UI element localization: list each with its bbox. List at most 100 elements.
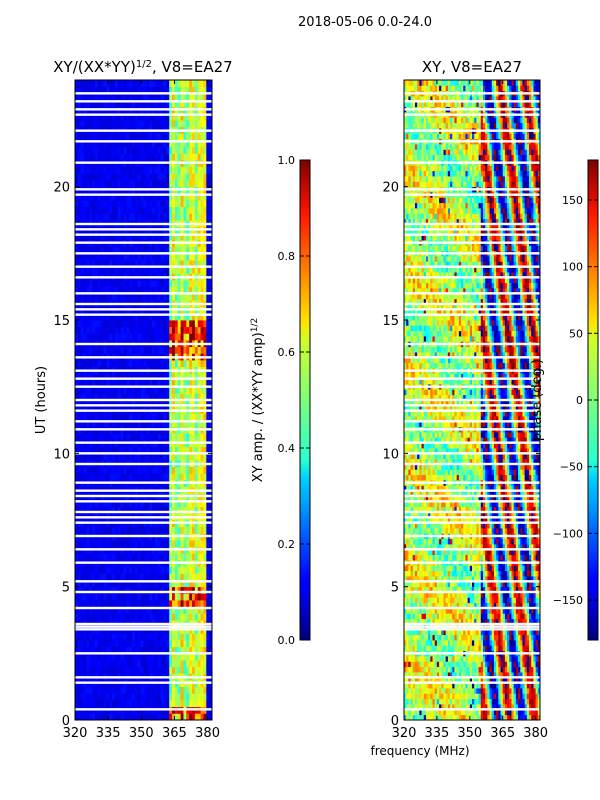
amplitude-cell bbox=[132, 540, 135, 547]
amplitude-cell bbox=[86, 333, 89, 340]
amplitude-cell bbox=[124, 713, 127, 720]
amplitude-cell bbox=[183, 147, 186, 154]
amplitude-cell bbox=[181, 347, 184, 354]
amplitude-cell bbox=[192, 593, 195, 600]
amplitude-cell bbox=[141, 600, 144, 607]
amplitude-cell bbox=[81, 167, 84, 174]
amplitude-colorbar-tick-label: 0.6 bbox=[278, 346, 296, 359]
amplitude-cell bbox=[169, 147, 172, 154]
amplitude-cell bbox=[166, 613, 169, 620]
amplitude-cell bbox=[135, 200, 138, 207]
amplitude-cell bbox=[138, 540, 141, 547]
amplitude-cell bbox=[135, 527, 138, 534]
amplitude-cell bbox=[112, 360, 115, 367]
amplitude-cell bbox=[203, 713, 206, 720]
amplitude-cell bbox=[95, 120, 98, 127]
amplitude-cell bbox=[206, 633, 209, 640]
amplitude-cell bbox=[178, 633, 181, 640]
amplitude-cell bbox=[92, 360, 95, 367]
amplitude-cell bbox=[161, 600, 164, 607]
amplitude-cell bbox=[155, 180, 158, 187]
amplitude-cell bbox=[203, 553, 206, 560]
amplitude-cell bbox=[132, 120, 135, 127]
amplitude-cell bbox=[146, 167, 149, 174]
amplitude-cell bbox=[109, 333, 112, 340]
amplitude-cell bbox=[201, 320, 204, 327]
amplitude-cell bbox=[135, 553, 138, 560]
amplitude-cell bbox=[115, 167, 118, 174]
amplitude-cell bbox=[175, 660, 178, 667]
amplitude-cell bbox=[104, 713, 107, 720]
amplitude-cell bbox=[183, 693, 186, 700]
amplitude-cell bbox=[192, 213, 195, 220]
amplitude-cell bbox=[101, 413, 104, 420]
amplitude-cell bbox=[81, 207, 84, 214]
amplitude-cell bbox=[132, 713, 135, 720]
amplitude-cell bbox=[169, 640, 172, 647]
amplitude-cell bbox=[183, 213, 186, 220]
amplitude-cell bbox=[186, 700, 189, 707]
amplitude-cell bbox=[95, 713, 98, 720]
amplitude-cell bbox=[126, 660, 129, 667]
amplitude-cell bbox=[166, 527, 169, 534]
amplitude-cell bbox=[92, 660, 95, 667]
amplitude-cell bbox=[206, 600, 209, 607]
amplitude-cell bbox=[152, 567, 155, 574]
amplitude-cell bbox=[169, 693, 172, 700]
amplitude-cell bbox=[175, 473, 178, 480]
amplitude-cell bbox=[115, 540, 118, 547]
amplitude-cell bbox=[149, 133, 152, 140]
amplitude-cell bbox=[189, 613, 192, 620]
amplitude-cell bbox=[141, 147, 144, 154]
amplitude-cell bbox=[138, 207, 141, 214]
amplitude-cell bbox=[101, 180, 104, 187]
amplitude-cell bbox=[163, 540, 166, 547]
amplitude-cell bbox=[106, 167, 109, 174]
amplitude-cell bbox=[203, 200, 206, 207]
amplitude-cell bbox=[92, 693, 95, 700]
amplitude-cell bbox=[78, 413, 81, 420]
amplitude-cell bbox=[135, 133, 138, 140]
amplitude-flag-line bbox=[75, 481, 212, 483]
amplitude-cell bbox=[146, 347, 149, 354]
amplitude-cell bbox=[201, 200, 204, 207]
amplitude-cell bbox=[138, 553, 141, 560]
amplitude-cell bbox=[129, 133, 132, 140]
amplitude-cell bbox=[192, 467, 195, 474]
amplitude-cell bbox=[109, 213, 112, 220]
amplitude-cell bbox=[155, 467, 158, 474]
amplitude-cell bbox=[152, 360, 155, 367]
amplitude-cell bbox=[132, 173, 135, 180]
amplitude-cell bbox=[175, 693, 178, 700]
amplitude-cell bbox=[183, 667, 186, 674]
amplitude-cell bbox=[201, 567, 204, 574]
amplitude-cell bbox=[149, 700, 152, 707]
amplitude-cell bbox=[152, 433, 155, 440]
amplitude-cell bbox=[138, 573, 141, 580]
amplitude-cell bbox=[86, 573, 89, 580]
amplitude-cell bbox=[203, 153, 206, 160]
amplitude-cell bbox=[178, 120, 181, 127]
amplitude-cell bbox=[124, 433, 127, 440]
amplitude-cell bbox=[178, 320, 181, 327]
amplitude-cell bbox=[132, 413, 135, 420]
amplitude-cell bbox=[195, 553, 198, 560]
amplitude-cell bbox=[203, 207, 206, 214]
amplitude-cell bbox=[104, 613, 107, 620]
amplitude-cell bbox=[152, 553, 155, 560]
amplitude-colorbar-tick-label: 0.8 bbox=[278, 250, 296, 263]
amplitude-cell bbox=[166, 713, 169, 720]
amplitude-cell bbox=[146, 153, 149, 160]
amplitude-cell bbox=[198, 553, 201, 560]
amplitude-cell bbox=[189, 700, 192, 707]
amplitude-cell bbox=[129, 213, 132, 220]
amplitude-cell bbox=[126, 567, 129, 574]
amplitude-cell bbox=[78, 573, 81, 580]
amplitude-cell bbox=[121, 180, 124, 187]
amplitude-cell bbox=[141, 687, 144, 694]
amplitude-cell bbox=[183, 320, 186, 327]
amplitude-cell bbox=[98, 593, 101, 600]
amplitude-cell bbox=[78, 173, 81, 180]
amplitude-cell bbox=[89, 553, 92, 560]
amplitude-colorbar-tick-label: 0.4 bbox=[278, 442, 296, 455]
